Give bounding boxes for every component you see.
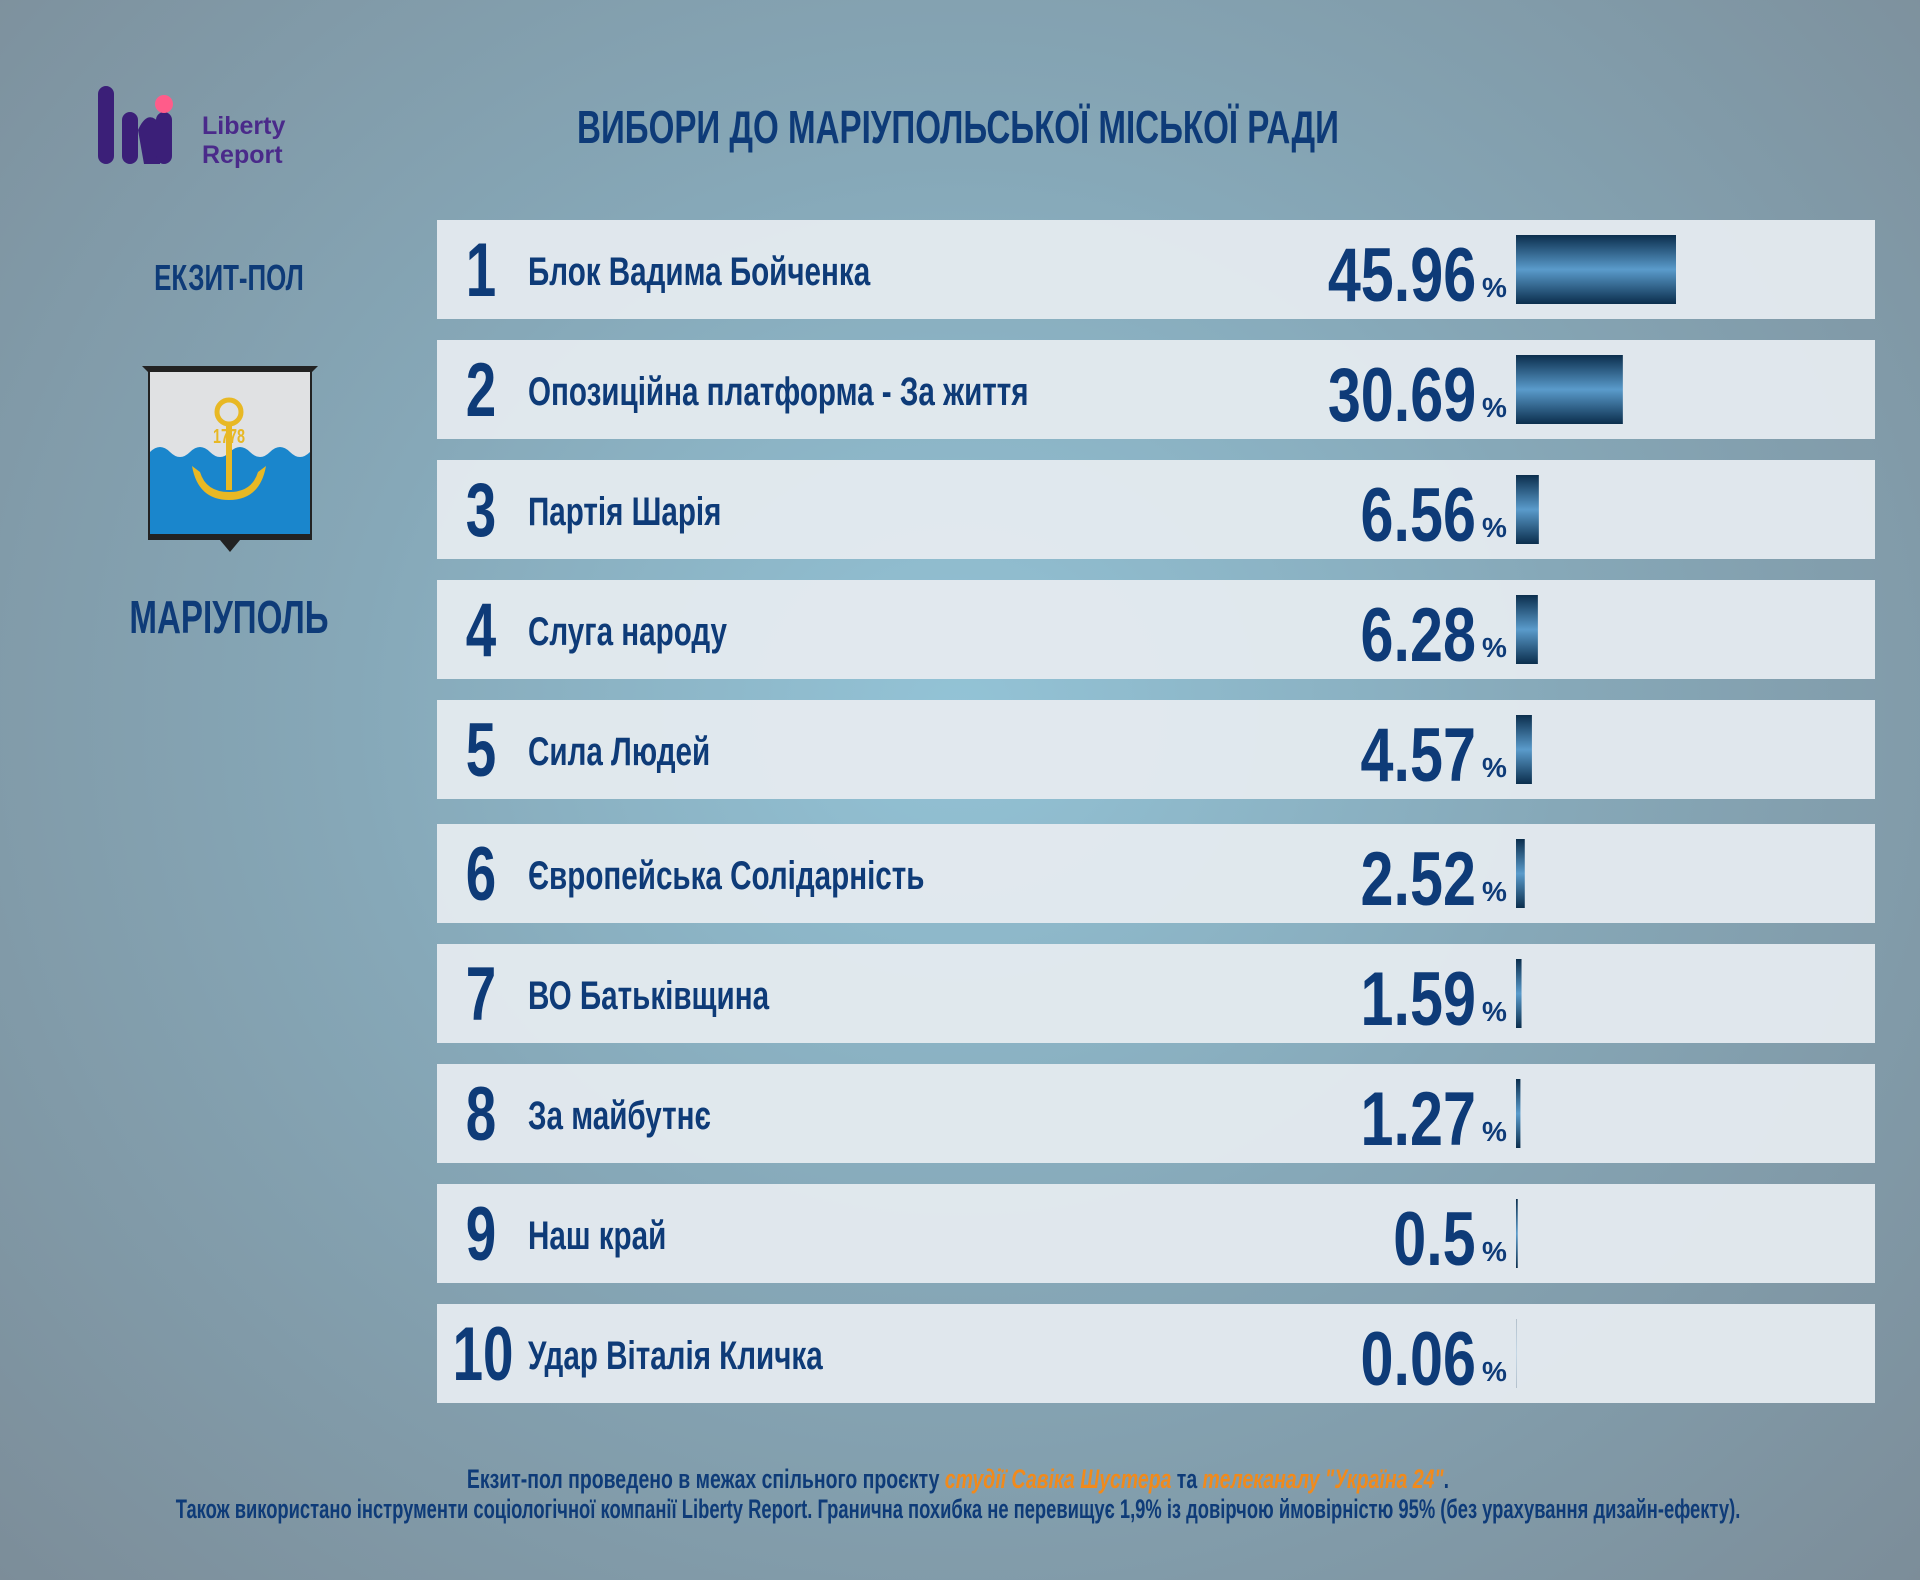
chart-title: ВИБОРИ ДО МАРІУПОЛЬСЬКОЇ МІСЬКОЇ РАДИ (577, 101, 1339, 153)
bar (1516, 839, 1525, 908)
rank: 1 (465, 228, 497, 313)
unit-label: % (1482, 876, 1507, 907)
party-name: Європейська Солідарність (528, 854, 925, 898)
unit-label: % (1482, 512, 1507, 543)
rank: 7 (465, 952, 497, 1037)
rank: 10 (452, 1312, 514, 1397)
bar (1516, 235, 1676, 304)
rank: 5 (465, 708, 497, 793)
unit-label: % (1482, 1236, 1507, 1267)
value-label: 30.69 (1327, 353, 1476, 438)
bar (1516, 475, 1539, 544)
unit-label: % (1482, 752, 1507, 783)
bar (1516, 595, 1538, 664)
footer-highlight: студії Савіка Шустера (944, 1464, 1172, 1494)
bar (1516, 1079, 1521, 1148)
party-name: Наш край (528, 1214, 667, 1258)
rank: 2 (465, 348, 497, 433)
footer-text: . (1443, 1464, 1450, 1494)
rank: 9 (465, 1192, 497, 1277)
logo-text: Report (202, 141, 283, 169)
footer-text: та (1171, 1464, 1203, 1494)
row-background (437, 1304, 1875, 1403)
value-label: 2.52 (1360, 837, 1476, 922)
value-label: 0.5 (1393, 1197, 1476, 1282)
footer-highlight: телеканалу "Україна 24" (1202, 1464, 1444, 1494)
row-background (437, 824, 1875, 923)
logo-text: Liberty (202, 112, 286, 140)
rank: 3 (465, 468, 497, 553)
unit-label: % (1482, 1356, 1507, 1387)
footer-line: Екзит-пол проведено в межах спільного пр… (467, 1466, 1449, 1493)
emblem-year: 1778 (212, 426, 246, 448)
rank: 6 (465, 832, 497, 917)
value-label: 1.27 (1360, 1077, 1476, 1162)
value-label: 0.06 (1360, 1317, 1476, 1402)
unit-label: % (1482, 272, 1507, 303)
party-name: Блок Вадима Бойченка (528, 250, 871, 294)
party-name: Опозиційна платформа - За життя (528, 370, 1029, 414)
city-name: МАРІУПОЛЬ (129, 591, 329, 643)
party-name: Партія Шарія (528, 490, 722, 534)
bar (1516, 1199, 1518, 1268)
footer-line: Також використано інструменти соціологіч… (175, 1494, 1741, 1524)
party-name: Слуга народу (528, 610, 727, 654)
rank: 4 (465, 588, 497, 673)
row-background (437, 1064, 1875, 1163)
value-label: 1.59 (1360, 957, 1476, 1042)
row-background (437, 460, 1875, 559)
party-name: Сила Людей (528, 730, 711, 774)
value-label: 6.28 (1360, 593, 1476, 678)
unit-label: % (1482, 392, 1507, 423)
value-label: 45.96 (1327, 233, 1476, 318)
unit-label: % (1482, 996, 1507, 1027)
rank: 8 (465, 1072, 497, 1157)
party-name: ВО Батьківщина (528, 974, 770, 1018)
row-background (437, 944, 1875, 1043)
poll-type: ЕКЗИТ-ПОЛ (154, 257, 304, 298)
party-name: За майбутнє (528, 1094, 711, 1138)
bar (1516, 959, 1522, 1028)
coat-of-arms (142, 366, 318, 552)
logo-mark (98, 86, 173, 164)
value-label: 6.56 (1360, 473, 1476, 558)
bar (1516, 715, 1532, 784)
unit-label: % (1482, 632, 1507, 663)
row-background (437, 340, 1875, 439)
row-background (437, 1184, 1875, 1283)
row-background (437, 700, 1875, 799)
unit-label: % (1482, 1116, 1507, 1147)
row-background (437, 580, 1875, 679)
party-name: Удар Віталія Кличка (528, 1334, 823, 1378)
bar (1516, 355, 1623, 424)
value-label: 4.57 (1360, 713, 1476, 798)
footer-text: Екзит-пол проведено в межах спільного пр… (466, 1464, 945, 1494)
